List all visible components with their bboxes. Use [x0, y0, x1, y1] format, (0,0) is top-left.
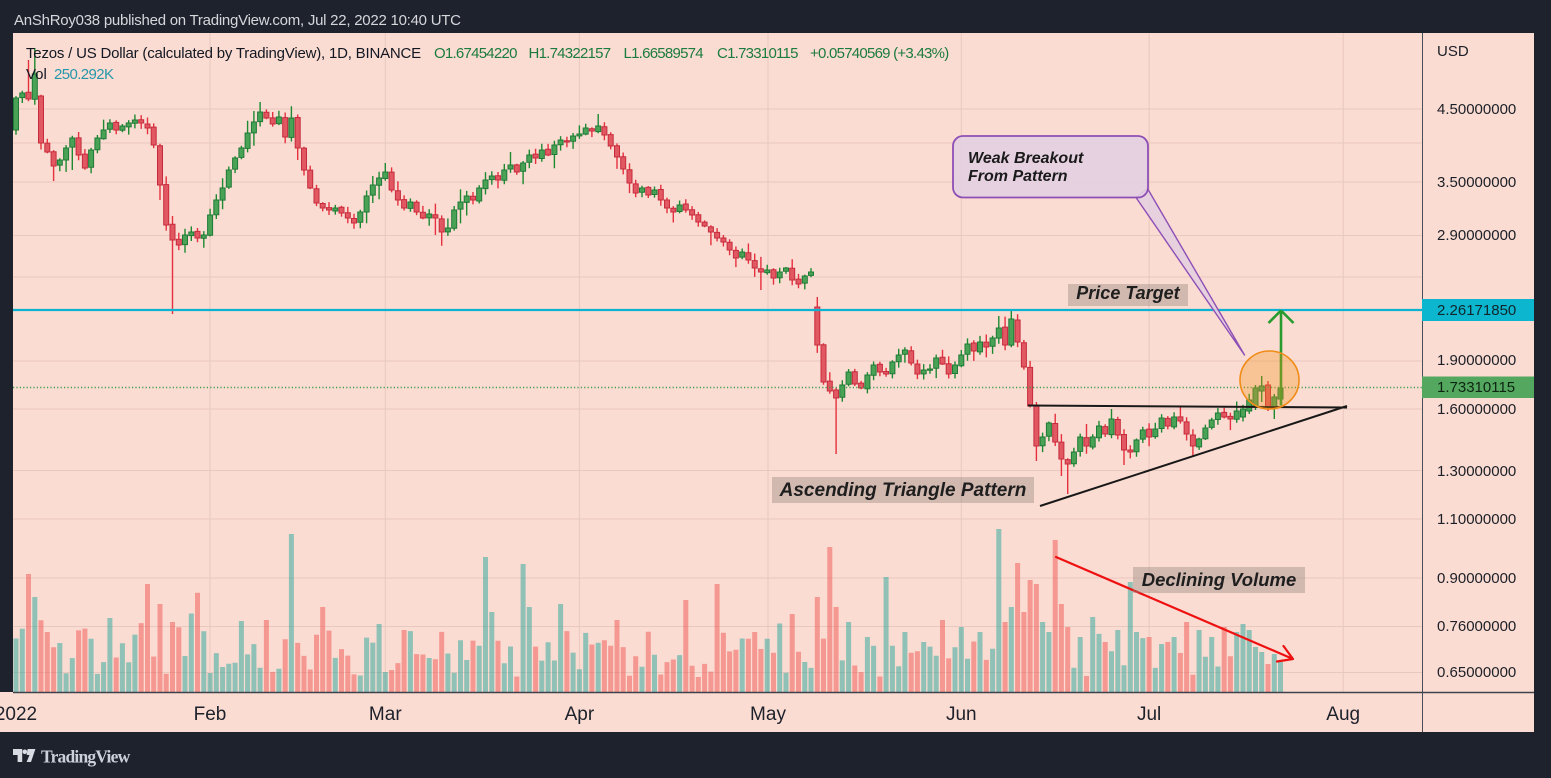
svg-text:C1.73310115: C1.73310115: [717, 45, 798, 62]
svg-text:1.30000000: 1.30000000: [1437, 463, 1516, 480]
svg-text:Vol: Vol: [26, 66, 47, 83]
svg-text:Apr: Apr: [565, 704, 595, 725]
svg-text:USD: USD: [1437, 43, 1469, 60]
svg-text:1.60000000: 1.60000000: [1437, 401, 1516, 418]
svg-text:TradingView: TradingView: [41, 747, 131, 767]
svg-text:3.50000000: 3.50000000: [1437, 174, 1516, 191]
svg-text:1.10000000: 1.10000000: [1437, 511, 1516, 528]
svg-text:Ascending Triangle Pattern: Ascending Triangle Pattern: [779, 480, 1027, 501]
svg-text:0.90000000: 0.90000000: [1437, 570, 1516, 587]
svg-text:Declining Volume: Declining Volume: [1142, 569, 1297, 590]
svg-text:2.26171850: 2.26171850: [1437, 302, 1516, 319]
svg-text:Weak Breakout: Weak Breakout: [968, 150, 1084, 167]
svg-text:4.50000000: 4.50000000: [1437, 101, 1516, 118]
svg-text:O1.67454220: O1.67454220: [434, 45, 517, 62]
svg-text:Aug: Aug: [1326, 704, 1360, 725]
svg-text:H1.74322157: H1.74322157: [529, 45, 611, 62]
svg-text:0.76000000: 0.76000000: [1437, 618, 1516, 635]
svg-text:Jun: Jun: [946, 704, 977, 725]
svg-text:+0.05740569 (+3.43%): +0.05740569 (+3.43%): [810, 45, 949, 62]
svg-text:L1.66589574: L1.66589574: [624, 45, 704, 62]
svg-text:0.65000000: 0.65000000: [1437, 664, 1516, 681]
svg-text:From Pattern: From Pattern: [968, 168, 1068, 185]
svg-text:1.90000000: 1.90000000: [1437, 352, 1516, 369]
svg-text:1.73310115: 1.73310115: [1437, 379, 1515, 396]
svg-text:250.292K: 250.292K: [54, 66, 114, 83]
svg-text:Feb: Feb: [194, 704, 227, 725]
svg-text:AnShRoy038 published on Tradin: AnShRoy038 published on TradingView.com,…: [14, 12, 461, 29]
svg-text:Jul: Jul: [1137, 704, 1161, 725]
svg-text:2.90000000: 2.90000000: [1437, 227, 1516, 244]
svg-text:May: May: [750, 704, 786, 725]
svg-text:Price Target: Price Target: [1076, 283, 1180, 303]
svg-text:Tezos / US Dollar (calculated: Tezos / US Dollar (calculated by Trading…: [26, 45, 421, 62]
svg-text:2022: 2022: [0, 704, 37, 725]
svg-text:Mar: Mar: [369, 704, 402, 725]
